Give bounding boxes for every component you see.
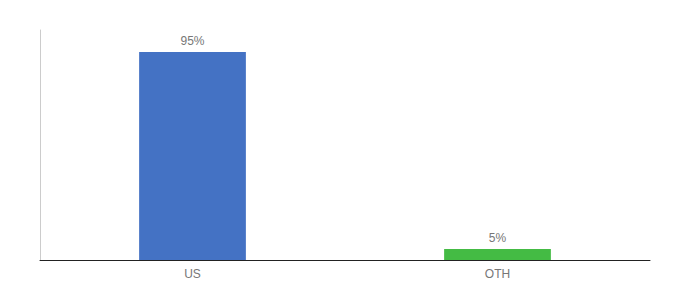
svg-text:OTH: OTH	[485, 267, 510, 281]
svg-text:95%: 95%	[180, 34, 204, 48]
svg-text:US: US	[184, 267, 201, 281]
svg-text:5%: 5%	[489, 231, 507, 245]
